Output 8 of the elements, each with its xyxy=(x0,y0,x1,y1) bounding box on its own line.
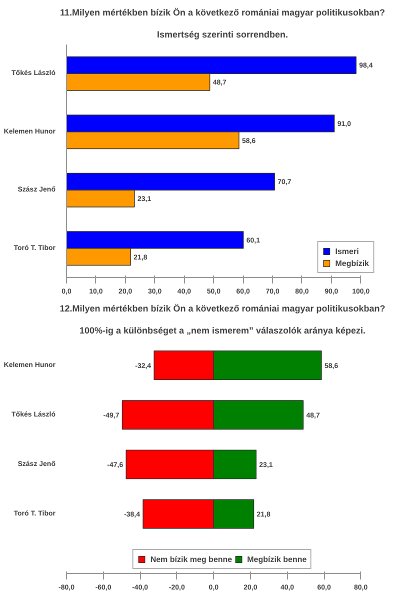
legend-label: Megbízik benne xyxy=(247,554,307,564)
legend-label: Megbízik xyxy=(335,258,369,268)
chart-title: 11.Milyen mértékben bízik Ön a következő romániai magyar politikusokban? xyxy=(60,8,386,18)
legend-label: Ismeri xyxy=(335,246,359,256)
chart-subtitle: 100%-ig a különbséget a „nem ismerem” válaszolók aránya képezi. xyxy=(79,326,366,336)
chart-title: 12.Milyen mértékben bízik Ön a következő romániai magyar politikusokban? xyxy=(60,304,386,314)
chart-subtitle: Ismertség szerinti sorrendben. xyxy=(156,30,288,40)
legend-label: Nem bízik meg benne xyxy=(150,554,232,564)
